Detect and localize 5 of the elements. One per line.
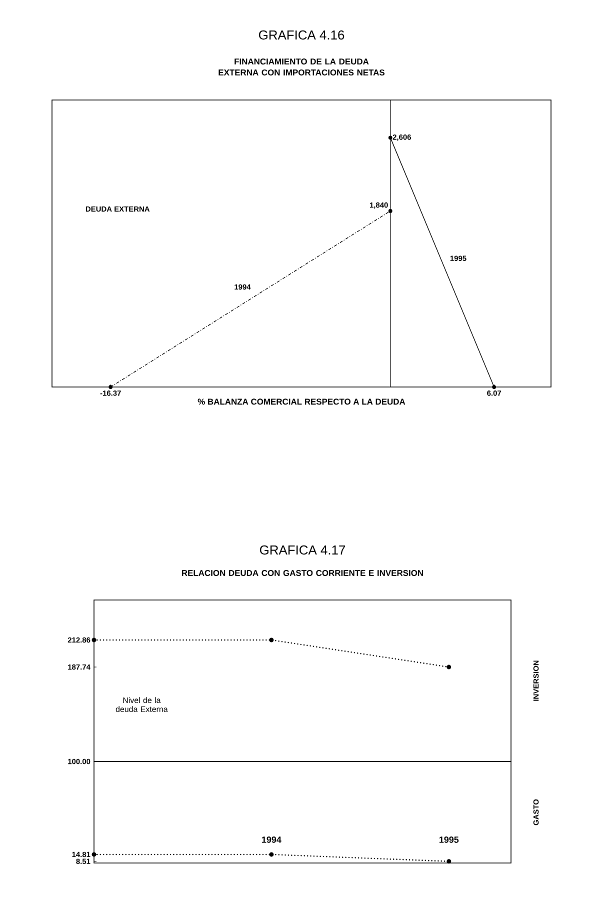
chart-subtitle: FINANCIAMIENTO DE LA DEUDA EXTERNA CON IMPORTACIONES NETAS (218, 58, 385, 76)
x-axis-title: % BALANZA COMERCIAL RESPECTO A LA DEUDA (198, 398, 406, 405)
chart-title: GRAFICA 4.17 (260, 545, 346, 555)
chart-title: GRAFICA 4.16 (258, 30, 344, 40)
chart-subtitle: RELACION DEUDA CON GASTO CORRIENTE E INVERSION (182, 570, 423, 576)
